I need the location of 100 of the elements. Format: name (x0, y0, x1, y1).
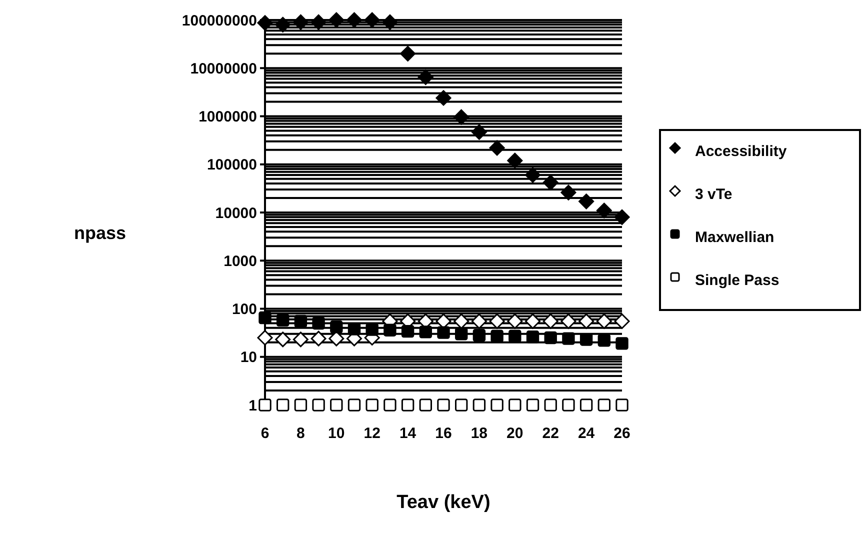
point (330, 398, 343, 412)
point (292, 14, 308, 30)
point (526, 330, 540, 344)
point (437, 326, 450, 339)
x-tick-label: 24 (578, 425, 596, 442)
point (525, 167, 540, 183)
y-tick-label: 10000 (215, 204, 257, 222)
point (455, 398, 468, 412)
y-tick-label: 1000 (224, 252, 257, 270)
point (437, 398, 450, 412)
point (542, 174, 558, 190)
y-tick-label: 100 (232, 301, 257, 318)
point (364, 12, 380, 28)
point (310, 330, 326, 346)
point (292, 332, 308, 348)
point (401, 398, 414, 412)
point (257, 15, 273, 31)
point (526, 398, 540, 412)
legend-label: Maxwellian (695, 229, 774, 246)
point (455, 328, 468, 340)
point (418, 69, 434, 85)
point (312, 398, 325, 412)
point (544, 398, 557, 412)
point (312, 316, 325, 330)
y-axis-title: npass (74, 222, 126, 243)
point (507, 313, 523, 329)
point (562, 398, 575, 412)
point (525, 313, 540, 329)
point (258, 398, 272, 412)
x-tick-label: 16 (435, 425, 452, 442)
point (436, 90, 452, 106)
point (560, 184, 576, 200)
point (544, 331, 557, 344)
point (348, 398, 361, 412)
point (489, 140, 505, 156)
legend-label: Accessibility (695, 143, 788, 160)
point (472, 398, 486, 412)
point (616, 337, 628, 350)
point (294, 314, 308, 328)
point (508, 398, 522, 412)
point (419, 326, 432, 338)
y-tick-label: 1000000 (198, 108, 257, 126)
x-tick-label: 18 (470, 425, 488, 442)
y-tick-label: 1 (248, 397, 257, 414)
point (366, 398, 378, 412)
point (276, 398, 290, 412)
point (276, 314, 290, 326)
legend-label: 3 vTe (695, 186, 732, 203)
point (560, 313, 576, 329)
point (596, 313, 612, 329)
y-tick-label: 100000000 (182, 12, 257, 30)
y-tick-label: 10000000 (190, 60, 257, 78)
y-tick-label: 10 (240, 349, 257, 366)
point (382, 14, 398, 30)
x-tick-label: 12 (364, 425, 380, 442)
point (489, 313, 505, 329)
point (542, 313, 558, 329)
x-tick-label: 8 (296, 425, 305, 442)
point (294, 398, 308, 412)
point (598, 398, 610, 412)
point (578, 313, 594, 329)
legend-label: Single Pass (695, 272, 780, 289)
point (614, 209, 630, 225)
point (328, 12, 344, 28)
point (310, 14, 326, 30)
x-tick-label: 6 (260, 425, 270, 442)
point (275, 332, 291, 348)
point (507, 152, 523, 168)
point (578, 194, 594, 210)
point (471, 313, 487, 329)
point (384, 398, 396, 412)
point (258, 311, 272, 324)
point (580, 398, 593, 412)
y-tick-label: 100000 (206, 156, 257, 174)
x-tick-label: 26 (614, 425, 630, 442)
x-tick-label: 20 (506, 425, 524, 442)
point (346, 12, 362, 28)
point (490, 330, 504, 342)
point (257, 330, 273, 346)
point (616, 398, 628, 412)
x-axis-title: Teav (keV) (396, 492, 490, 513)
point (401, 324, 414, 338)
point (580, 333, 593, 346)
point (419, 398, 432, 412)
point (598, 334, 610, 347)
point (384, 324, 396, 336)
point (366, 323, 378, 336)
point (562, 332, 575, 345)
point (472, 329, 486, 342)
x-tick-label: 14 (399, 425, 417, 442)
point (275, 16, 291, 32)
point (614, 313, 630, 329)
x-tick-label: 22 (542, 425, 559, 442)
point (596, 202, 612, 218)
point (400, 46, 416, 62)
point (471, 124, 487, 140)
point (348, 322, 361, 336)
point (508, 330, 522, 342)
x-tick-label: 10 (328, 425, 345, 442)
point (454, 109, 470, 125)
